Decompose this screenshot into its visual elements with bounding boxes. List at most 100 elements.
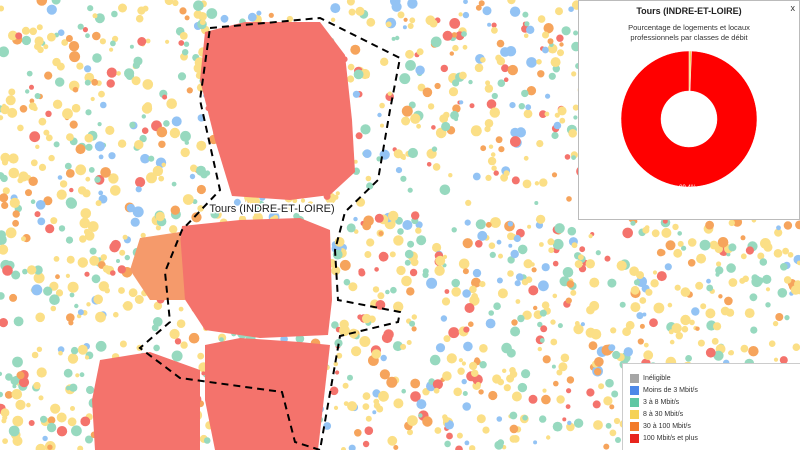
coverage-dot — [551, 172, 558, 178]
close-button[interactable]: x — [790, 3, 796, 13]
coverage-dot — [542, 31, 549, 39]
coverage-dot — [158, 175, 165, 182]
coverage-dot — [415, 65, 425, 75]
coverage-dot — [171, 350, 183, 362]
coverage-dot — [282, 206, 290, 214]
coverage-dot — [706, 284, 714, 292]
coverage-dot — [562, 267, 574, 278]
coverage-dot — [484, 126, 491, 133]
coverage-dot — [448, 173, 453, 178]
coverage-dot — [378, 390, 389, 402]
coverage-dot — [171, 181, 177, 187]
coverage-dot — [407, 0, 418, 9]
coverage-dot — [656, 271, 667, 282]
coverage-dot — [571, 155, 576, 161]
coverage-dot — [380, 123, 384, 128]
coverage-dot — [462, 268, 469, 275]
coverage-dot — [552, 421, 563, 432]
coverage-dot — [406, 287, 415, 296]
coverage-dot — [365, 175, 372, 182]
coverage-dot — [184, 140, 189, 145]
coverage-dot — [515, 127, 527, 138]
coverage-dot — [57, 29, 65, 36]
coverage-dot — [705, 220, 714, 230]
coverage-dot — [142, 79, 154, 90]
coverage-dot — [77, 257, 89, 268]
coverage-dot — [525, 104, 532, 111]
coverage-dot — [716, 261, 722, 267]
coverage-dot — [469, 295, 480, 306]
coverage-dot — [659, 249, 666, 256]
coverage-dot — [784, 315, 790, 321]
coverage-dot — [378, 251, 389, 262]
coverage-dot — [518, 103, 525, 110]
coverage-dot — [488, 242, 496, 249]
coverage-dot — [472, 268, 482, 278]
coverage-dot — [572, 104, 580, 111]
coverage-dot — [85, 143, 93, 151]
coverage-dot — [43, 286, 53, 296]
coverage-dot — [439, 184, 451, 196]
coverage-dot — [38, 163, 47, 171]
coverage-dot — [129, 44, 134, 49]
coverage-dot — [380, 354, 387, 362]
coverage-dot — [56, 412, 67, 423]
coverage-dot — [464, 303, 475, 313]
coverage-dot — [64, 162, 72, 170]
coverage-dot — [52, 99, 63, 110]
coverage-dot — [390, 286, 397, 294]
coverage-dot — [329, 386, 339, 396]
coverage-dot — [174, 338, 182, 345]
coverage-dot — [681, 325, 689, 333]
coverage-dot — [496, 416, 503, 422]
coverage-dot — [779, 356, 788, 365]
coverage-dot — [180, 147, 190, 158]
coverage-dot — [484, 119, 494, 128]
coverage-dot — [461, 361, 466, 366]
coverage-dot — [350, 44, 361, 55]
coverage-dot — [347, 63, 355, 71]
coverage-dot — [137, 37, 147, 46]
coverage-dot — [440, 315, 448, 322]
coverage-dot — [116, 259, 120, 263]
coverage-dot — [113, 311, 119, 318]
coverage-dot — [65, 273, 70, 278]
coverage-dot — [43, 129, 50, 136]
coverage-dot — [402, 25, 407, 30]
coverage-dot — [556, 395, 565, 404]
coverage-dot — [534, 201, 539, 205]
coverage-dot — [510, 249, 519, 259]
coverage-dot — [566, 388, 572, 394]
coverage-dot — [451, 227, 457, 233]
coverage-dot — [552, 238, 564, 250]
coverage-dot — [514, 280, 521, 287]
coverage-dot — [505, 46, 517, 57]
coverage-dot — [92, 31, 101, 41]
coverage-dot — [561, 26, 571, 36]
coverage-dot — [574, 321, 580, 326]
coverage-dot — [422, 416, 433, 427]
coverage-dot — [554, 112, 560, 118]
coverage-dot — [643, 342, 649, 348]
coverage-dot — [442, 371, 452, 381]
coverage-dot — [462, 238, 473, 249]
coverage-dot — [366, 238, 375, 247]
coverage-dot — [459, 71, 467, 80]
coverage-dot — [392, 341, 403, 352]
coverage-dot — [347, 401, 358, 412]
coverage-dot — [555, 7, 563, 16]
coverage-dot — [117, 265, 127, 274]
coverage-dot — [680, 287, 691, 297]
coverage-dot — [559, 42, 564, 47]
coverage-dot — [434, 82, 441, 90]
coverage-dot — [341, 447, 346, 450]
coverage-dot — [511, 176, 520, 185]
legend-label: Inéligible — [643, 375, 671, 382]
coverage-dot — [134, 140, 144, 150]
coverage-dot — [675, 332, 683, 340]
coverage-dot — [728, 350, 733, 356]
coverage-dot — [461, 378, 467, 385]
coverage-dot — [434, 427, 442, 434]
coverage-dot — [105, 125, 115, 135]
coverage-dot — [401, 275, 412, 287]
